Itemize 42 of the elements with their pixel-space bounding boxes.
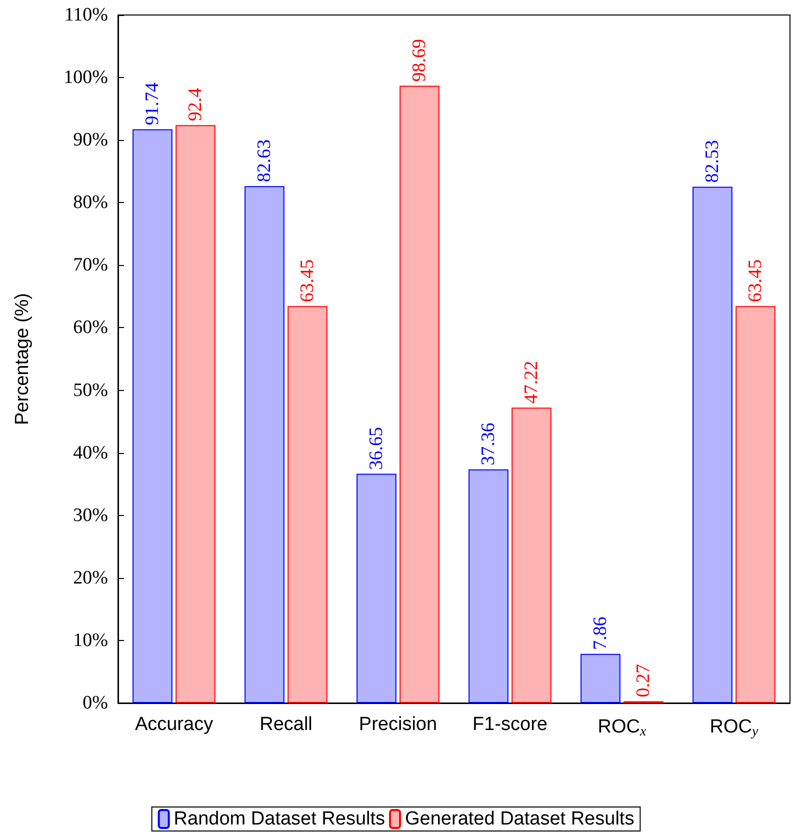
bar: [244, 186, 284, 703]
bar: [176, 125, 216, 703]
data-label: 91.74: [142, 82, 163, 126]
data-label: 63.45: [297, 259, 318, 302]
bar: [512, 408, 552, 703]
bar: [288, 306, 328, 703]
bar: [356, 474, 396, 703]
y-tick-label: 90%: [73, 130, 108, 151]
data-label: 36.65: [366, 427, 387, 470]
data-label: 47.22: [521, 360, 542, 404]
data-label: 7.86: [590, 616, 611, 650]
y-tick-label: 70%: [73, 254, 108, 276]
y-tick-label: 110%: [64, 4, 108, 26]
y-tick-label: 0%: [82, 692, 108, 714]
data-label: 82.63: [254, 139, 275, 182]
x-tick-label: Precision: [358, 714, 438, 735]
data-label: 92.4: [185, 87, 206, 122]
x-tick-label: F1-score: [472, 714, 548, 735]
y-tick-label: 20%: [73, 567, 108, 588]
y-tick-label: 50%: [73, 380, 108, 401]
y-tick-label: 60%: [73, 317, 108, 338]
y-tick-label: 10%: [73, 630, 108, 651]
bar: [468, 469, 508, 703]
data-label: 63.45: [745, 259, 766, 302]
bar: [400, 86, 440, 703]
bar: [580, 654, 620, 703]
y-tick-label: 30%: [73, 504, 108, 526]
y-tick-label: 80%: [73, 192, 108, 214]
legend-label: Random Dataset Results: [174, 808, 386, 830]
bar: [692, 186, 732, 703]
data-label: 82.53: [702, 140, 723, 183]
data-label: 37.36: [478, 422, 499, 466]
x-tick-label: Accuracy: [134, 714, 214, 735]
y-tick-label: 100%: [64, 67, 108, 88]
y-axis-title: Percentage (%): [12, 292, 33, 426]
bar: [132, 129, 172, 703]
x-tick-label: Recall: [260, 714, 312, 735]
legend-label: Generated Dataset Results: [405, 808, 634, 830]
bar: [736, 306, 776, 703]
y-tick-label: 40%: [73, 442, 108, 464]
data-label: 98.69: [409, 38, 430, 82]
data-label: 0.27: [633, 664, 654, 698]
